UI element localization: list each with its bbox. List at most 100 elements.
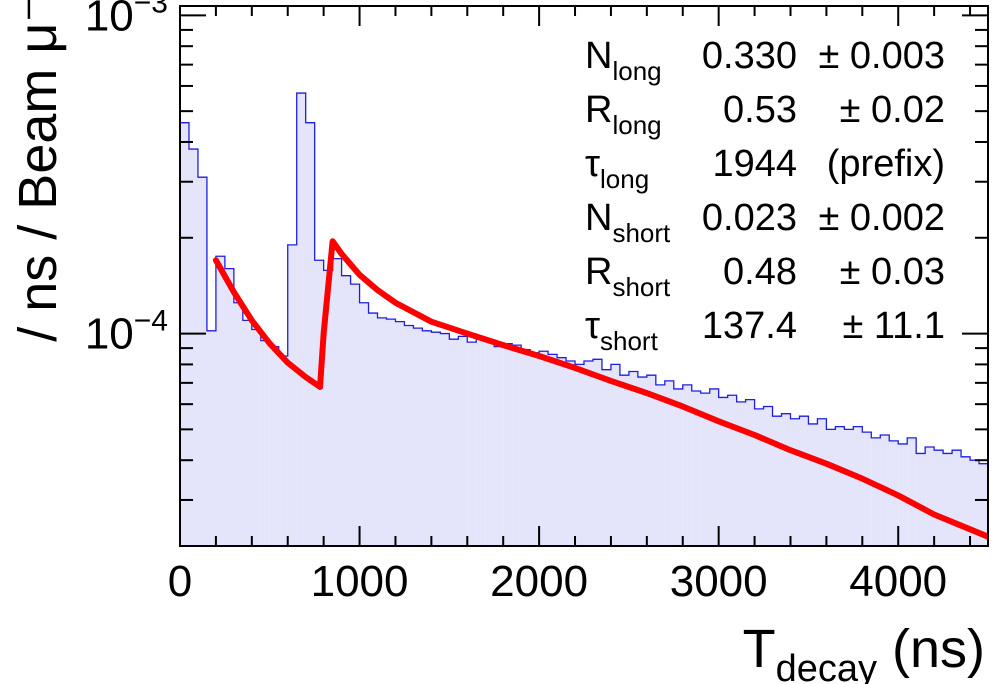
histogram-bar bbox=[727, 395, 737, 546]
x-axis-title-sub: decay bbox=[776, 648, 877, 684]
stat-row: Nlong 0.330 ± 0.003 bbox=[585, 35, 945, 86]
stat-name-subscript: long bbox=[612, 110, 661, 140]
stat-row: τlong 1944 (prefix) bbox=[585, 143, 945, 194]
stat-value: 0.48 bbox=[723, 251, 797, 293]
histogram-bar bbox=[799, 416, 809, 546]
histogram-bar bbox=[862, 432, 872, 546]
histogram-bar bbox=[664, 380, 674, 546]
histogram-bar bbox=[916, 453, 926, 546]
stat-row: Rlong 0.53 ± 0.02 bbox=[585, 89, 945, 140]
histogram-bar bbox=[458, 336, 468, 546]
stat-name: τlong bbox=[585, 143, 649, 194]
histogram-bar bbox=[745, 399, 755, 546]
stat-error: (prefix) bbox=[827, 143, 945, 185]
histogram-bar bbox=[350, 284, 360, 546]
stat-name-subscript: long bbox=[600, 164, 649, 194]
histogram-bar bbox=[494, 346, 504, 546]
histogram-group bbox=[180, 92, 988, 546]
histogram-bar bbox=[592, 359, 602, 546]
histogram-bar bbox=[305, 122, 315, 546]
histogram-bar bbox=[485, 340, 495, 546]
histogram-bar bbox=[287, 244, 297, 546]
stat-error: ± 0.002 bbox=[818, 197, 945, 239]
histogram-bar bbox=[736, 401, 746, 546]
y-tick-label-exponent: −3 bbox=[134, 0, 168, 19]
histogram-bar bbox=[386, 319, 396, 546]
histogram-bar bbox=[521, 349, 531, 546]
histogram-bar bbox=[323, 270, 333, 546]
stat-error: ± 0.03 bbox=[840, 251, 945, 293]
histogram-bar bbox=[925, 447, 935, 546]
histogram-bar bbox=[359, 302, 369, 546]
histogram-bar bbox=[431, 332, 441, 546]
stat-name: τshort bbox=[585, 305, 659, 356]
histogram-bar bbox=[637, 377, 647, 546]
histogram-bar bbox=[206, 330, 216, 546]
histogram-bar bbox=[368, 313, 378, 546]
histogram-bar bbox=[449, 339, 459, 546]
histogram-bar bbox=[835, 426, 845, 546]
histogram-bar bbox=[790, 418, 800, 546]
stat-name: Nlong bbox=[585, 35, 662, 86]
stat-row: τshort 137.4 ± 11.1 bbox=[585, 305, 945, 356]
stat-name-subscript: short bbox=[612, 272, 671, 302]
histogram-bar bbox=[844, 429, 854, 546]
histogram-bar bbox=[826, 429, 836, 546]
histogram-bar bbox=[566, 360, 576, 546]
histogram-bar bbox=[557, 357, 567, 546]
histogram-bar bbox=[646, 375, 656, 546]
x-axis-title-unit: (ns) bbox=[877, 619, 985, 679]
histogram-bar bbox=[970, 460, 980, 546]
histogram-bar bbox=[691, 390, 701, 546]
histogram-bar bbox=[260, 340, 270, 546]
stat-value: 0.53 bbox=[723, 89, 797, 131]
histogram-bar bbox=[772, 416, 782, 546]
stat-name-symbol: N bbox=[585, 35, 612, 77]
histogram-bar bbox=[395, 321, 405, 546]
histogram-bar bbox=[610, 364, 620, 546]
histogram-bar bbox=[476, 337, 486, 546]
histogram-bar bbox=[197, 177, 207, 546]
stat-error: ± 0.003 bbox=[818, 35, 945, 77]
y-axis-title: / ns / Beam μ⁻ bbox=[8, 0, 68, 342]
histogram-bar bbox=[251, 329, 261, 546]
x-tick-label: 2000 bbox=[490, 557, 588, 606]
y-tick-label: 10−3 bbox=[85, 0, 168, 40]
histogram-bar bbox=[377, 317, 387, 546]
fit-curve bbox=[317, 238, 988, 540]
histogram-bar bbox=[503, 343, 513, 546]
histogram-bar bbox=[952, 450, 962, 546]
histogram-bar bbox=[548, 354, 558, 546]
histogram-bar bbox=[413, 328, 423, 546]
histogram-bar bbox=[188, 149, 198, 546]
histogram-bar bbox=[530, 352, 540, 546]
stat-name: Nshort bbox=[585, 197, 671, 248]
histogram-bar bbox=[781, 413, 791, 546]
plot-frame bbox=[179, 5, 989, 547]
histogram-bar bbox=[853, 426, 863, 546]
x-tick-label: 3000 bbox=[670, 557, 768, 606]
histogram-bar bbox=[871, 437, 881, 546]
histogram-bar bbox=[404, 325, 414, 546]
histogram-bar bbox=[700, 393, 710, 546]
histogram-bar bbox=[754, 408, 764, 546]
stat-name-subscript: long bbox=[612, 56, 661, 86]
stat-value: 0.330 bbox=[702, 35, 797, 77]
stat-error: ± 11.1 bbox=[842, 305, 945, 347]
stat-name-subscript: short bbox=[612, 218, 671, 248]
fit-curve bbox=[212, 257, 324, 390]
histogram-bar bbox=[808, 423, 818, 546]
y-tick-label-base: 10 bbox=[85, 310, 134, 359]
histogram-bar bbox=[943, 453, 953, 546]
histogram-bar bbox=[539, 351, 549, 546]
y-axis-ticks bbox=[180, 14, 988, 501]
histogram-bar bbox=[422, 330, 432, 546]
histogram-bar bbox=[763, 406, 773, 546]
histogram-bar bbox=[440, 333, 450, 546]
stat-name-symbol: R bbox=[585, 89, 612, 131]
y-tick-label-base: 10 bbox=[85, 0, 134, 40]
histogram-bar bbox=[961, 456, 971, 546]
stat-name-symbol: R bbox=[585, 251, 612, 293]
stat-value: 137.4 bbox=[702, 305, 797, 347]
x-axis-ticks bbox=[179, 6, 972, 546]
